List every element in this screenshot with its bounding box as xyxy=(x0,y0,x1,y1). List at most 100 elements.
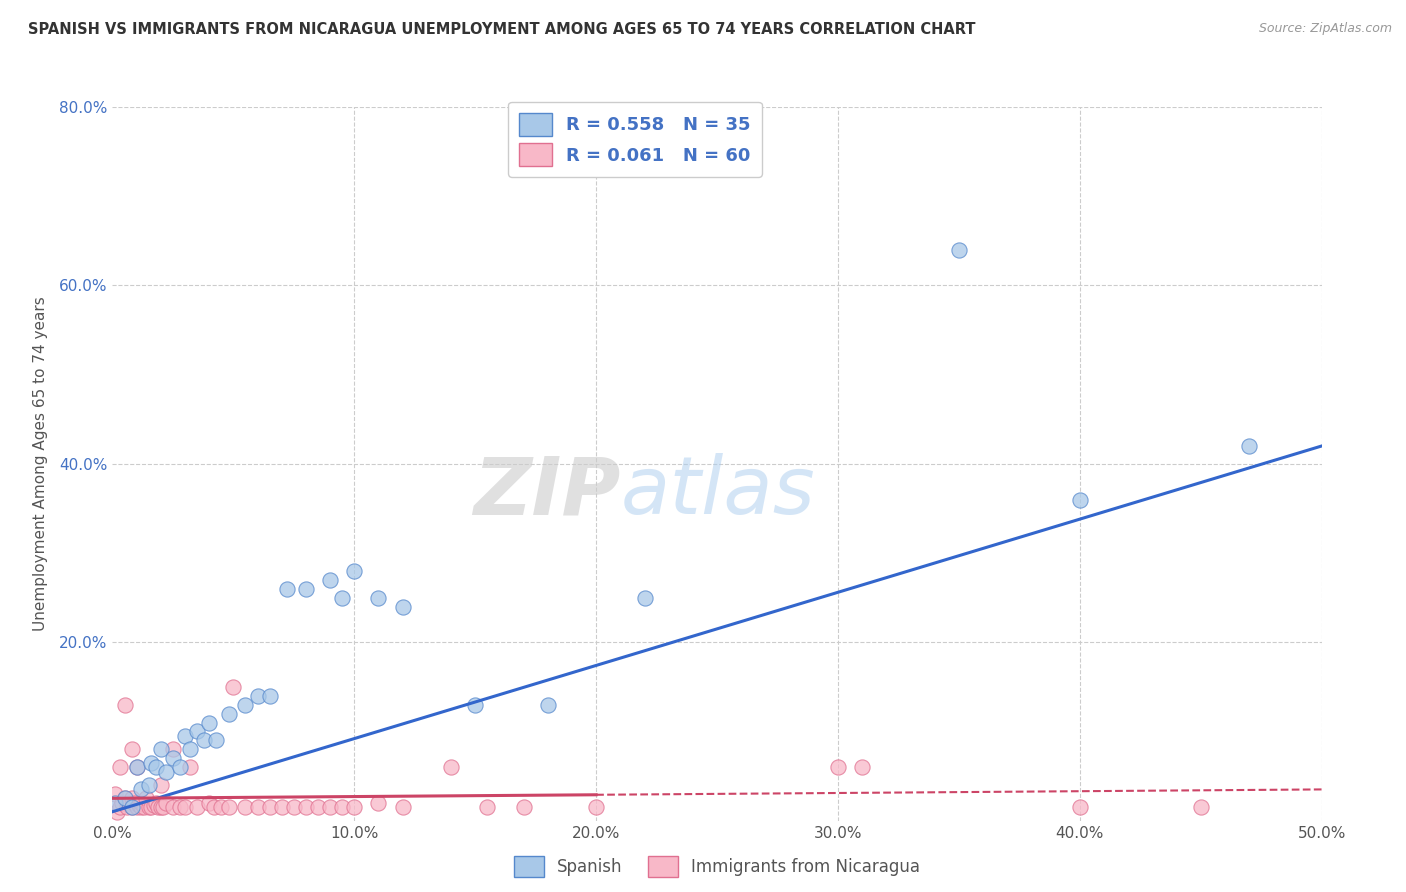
Point xyxy=(145,796,167,810)
Point xyxy=(948,243,970,257)
Text: SPANISH VS IMMIGRANTS FROM NICARAGUA UNEMPLOYMENT AMONG AGES 65 TO 74 YEARS CORR: SPANISH VS IMMIGRANTS FROM NICARAGUA UNE… xyxy=(28,22,976,37)
Point xyxy=(179,760,201,774)
Point xyxy=(186,800,208,814)
Point xyxy=(222,680,245,694)
Point xyxy=(114,791,136,805)
Text: atlas: atlas xyxy=(620,453,815,532)
Legend: Spanish, Immigrants from Nicaragua: Spanish, Immigrants from Nicaragua xyxy=(508,849,927,884)
Point xyxy=(202,800,225,814)
Point xyxy=(270,800,292,814)
Point xyxy=(246,689,269,703)
Point xyxy=(209,800,232,814)
Point xyxy=(131,782,153,797)
Point xyxy=(108,800,131,814)
Point xyxy=(218,706,240,721)
Point xyxy=(131,796,153,810)
Point xyxy=(104,796,127,810)
Point xyxy=(115,800,138,814)
Point xyxy=(162,751,184,765)
Point xyxy=(149,778,172,792)
Point xyxy=(111,796,134,810)
Point xyxy=(169,760,191,774)
Point xyxy=(155,764,177,779)
Point xyxy=(141,800,163,814)
Point xyxy=(125,760,148,774)
Point xyxy=(633,591,655,605)
Point xyxy=(105,805,128,819)
Point xyxy=(108,760,131,774)
Point xyxy=(319,573,342,587)
Point xyxy=(174,729,197,743)
Point xyxy=(149,742,172,756)
Point xyxy=(162,742,184,756)
Point xyxy=(1069,492,1091,507)
Text: Source: ZipAtlas.com: Source: ZipAtlas.com xyxy=(1258,22,1392,36)
Point xyxy=(259,800,281,814)
Point xyxy=(121,791,143,805)
Point xyxy=(367,796,389,810)
Point xyxy=(391,800,413,814)
Point xyxy=(131,800,153,814)
Point xyxy=(827,760,849,774)
Point xyxy=(477,800,499,814)
Point xyxy=(295,800,318,814)
Point xyxy=(512,800,534,814)
Point xyxy=(330,591,353,605)
Point xyxy=(114,791,136,805)
Point xyxy=(851,760,873,774)
Point xyxy=(125,760,148,774)
Point xyxy=(169,800,191,814)
Point xyxy=(149,800,172,814)
Point xyxy=(343,800,366,814)
Point xyxy=(142,797,165,812)
Point xyxy=(155,796,177,810)
Point xyxy=(259,689,281,703)
Point xyxy=(330,800,353,814)
Point xyxy=(343,564,366,578)
Point xyxy=(121,800,143,814)
Point xyxy=(138,800,160,814)
Text: ZIP: ZIP xyxy=(472,453,620,532)
Point xyxy=(125,800,148,814)
Point xyxy=(162,800,184,814)
Point xyxy=(174,800,197,814)
Point xyxy=(152,800,174,814)
Point xyxy=(440,760,463,774)
Point xyxy=(218,800,240,814)
Point xyxy=(464,698,486,712)
Point xyxy=(391,599,413,614)
Point xyxy=(235,698,257,712)
Point xyxy=(367,591,389,605)
Point xyxy=(585,800,607,814)
Point xyxy=(198,796,221,810)
Point xyxy=(179,742,201,756)
Point xyxy=(276,582,298,596)
Point xyxy=(104,787,127,801)
Point xyxy=(128,797,150,812)
Point xyxy=(307,800,329,814)
Point xyxy=(1189,800,1212,814)
Point xyxy=(235,800,257,814)
Point xyxy=(205,733,228,747)
Point xyxy=(141,756,163,770)
Point xyxy=(145,760,167,774)
Point xyxy=(138,778,160,792)
Point xyxy=(246,800,269,814)
Point xyxy=(537,698,560,712)
Point xyxy=(132,800,155,814)
Point xyxy=(114,698,136,712)
Point xyxy=(1069,800,1091,814)
Point xyxy=(319,800,342,814)
Point xyxy=(283,800,305,814)
Point xyxy=(295,582,318,596)
Point xyxy=(135,791,157,805)
Point xyxy=(121,800,143,814)
Point xyxy=(121,742,143,756)
Point xyxy=(186,724,208,739)
Point xyxy=(118,796,141,810)
Point xyxy=(198,715,221,730)
Point xyxy=(122,796,145,810)
Point xyxy=(1237,439,1260,453)
Y-axis label: Unemployment Among Ages 65 to 74 years: Unemployment Among Ages 65 to 74 years xyxy=(32,296,48,632)
Point xyxy=(193,733,215,747)
